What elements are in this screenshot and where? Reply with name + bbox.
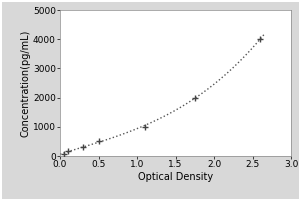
Y-axis label: Concentration(pg/mL): Concentration(pg/mL) bbox=[20, 29, 30, 137]
X-axis label: Optical Density: Optical Density bbox=[138, 172, 213, 182]
